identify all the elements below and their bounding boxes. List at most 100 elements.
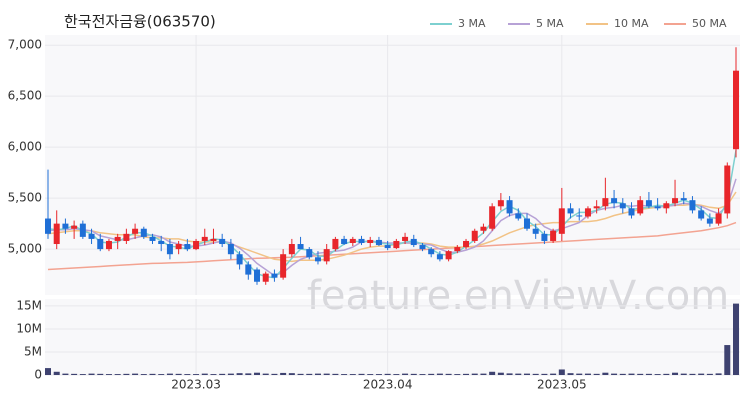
candle-body [471,230,478,241]
candle-body [532,228,539,234]
volume-bar [105,374,112,375]
volume-bar [254,372,261,375]
volume-bar [323,373,330,375]
candle-body [428,249,435,255]
candle-body [454,247,461,252]
volume-bar [428,373,435,375]
volume-bar [541,373,548,375]
candle-body [149,236,156,241]
volume-bar [332,373,339,375]
volume-bar [584,373,591,375]
candle-body [158,240,165,245]
volume-bar [645,373,652,375]
legend-label: 10 MA [614,17,649,30]
volume-bar [715,373,722,375]
volume-bar [480,373,487,375]
volume-bar [97,373,104,375]
candle-body [419,245,426,250]
candle-body [593,206,600,209]
volume-bar [193,374,200,375]
candle-body [654,206,661,209]
candle-body [541,233,548,241]
volume-bar [393,374,400,375]
candle-body [314,257,321,262]
candle-body [689,200,696,211]
volume-bar [663,373,670,375]
volume-bar [280,372,287,375]
volume-bar [619,373,626,375]
candle-body [323,249,330,262]
y-tick-label: 6,500 [8,89,42,103]
candle-body [53,223,60,245]
candle-body [410,238,417,246]
volume-bar [367,374,374,375]
candle-body [105,240,112,250]
volume-panel [45,299,740,375]
candle-body [201,236,208,241]
volume-bar [288,373,295,375]
candle-body [132,228,139,234]
candle-body [402,236,409,241]
volume-bar [384,373,391,375]
volume-bar [637,373,644,375]
volume-bar [419,374,426,375]
candle-body [271,273,278,278]
volume-bar [88,373,95,375]
y-tick-label: 5M [24,344,42,358]
volume-bar [45,368,51,375]
volume-bar [314,373,321,375]
candle-body [341,238,348,245]
volume-bar [114,374,121,375]
x-tick-label: 2023.05 [537,378,587,392]
volume-bar [341,374,348,375]
candle-body [175,244,182,250]
candle-body [715,213,722,224]
volume-bar [219,373,226,375]
candle-body [280,254,287,278]
candle-body [645,200,652,207]
candle-body [45,218,51,234]
volume-bar [523,373,530,375]
price-panel [45,35,740,295]
volume-bar [306,373,313,375]
volume-bar [436,373,443,375]
candle-body [663,203,670,209]
volume-bar [158,374,165,375]
volume-bar [558,369,565,375]
volume-bar [236,373,243,375]
volume-bar [375,374,382,375]
volume-bar [245,373,252,375]
volume-bar [271,373,278,375]
volume-bar [602,372,609,375]
candle-body [88,233,95,239]
chart-title: 한국전자금융(063570) [64,13,216,31]
candle-body [332,238,339,250]
candle-body [733,70,739,150]
candle-body [193,240,200,250]
y-tick-label: 10M [16,321,42,335]
candle-body [227,244,234,255]
candle-body [584,208,591,217]
candle-body [375,239,382,246]
y-tick-label: 5,000 [8,242,42,256]
volume-bar [227,373,234,375]
volume-bar [628,373,635,375]
volume-bar [297,373,304,375]
volume-bar [402,373,409,375]
volume-bar [706,373,713,375]
candle-body [463,240,470,248]
volume-bar [576,373,583,375]
x-tick-label: 2023.03 [171,378,221,392]
x-tick-label: 2023.04 [363,378,413,392]
candle-body [358,238,365,243]
volume-bar [184,374,191,375]
candle-body [219,238,226,245]
y-tick-label: 5,500 [8,191,42,205]
volume-bar [672,372,679,375]
watermark: feature.enViewV.com [307,273,729,319]
candle-body [515,213,522,219]
volume-bar [410,373,417,375]
volume-bar [123,373,130,375]
